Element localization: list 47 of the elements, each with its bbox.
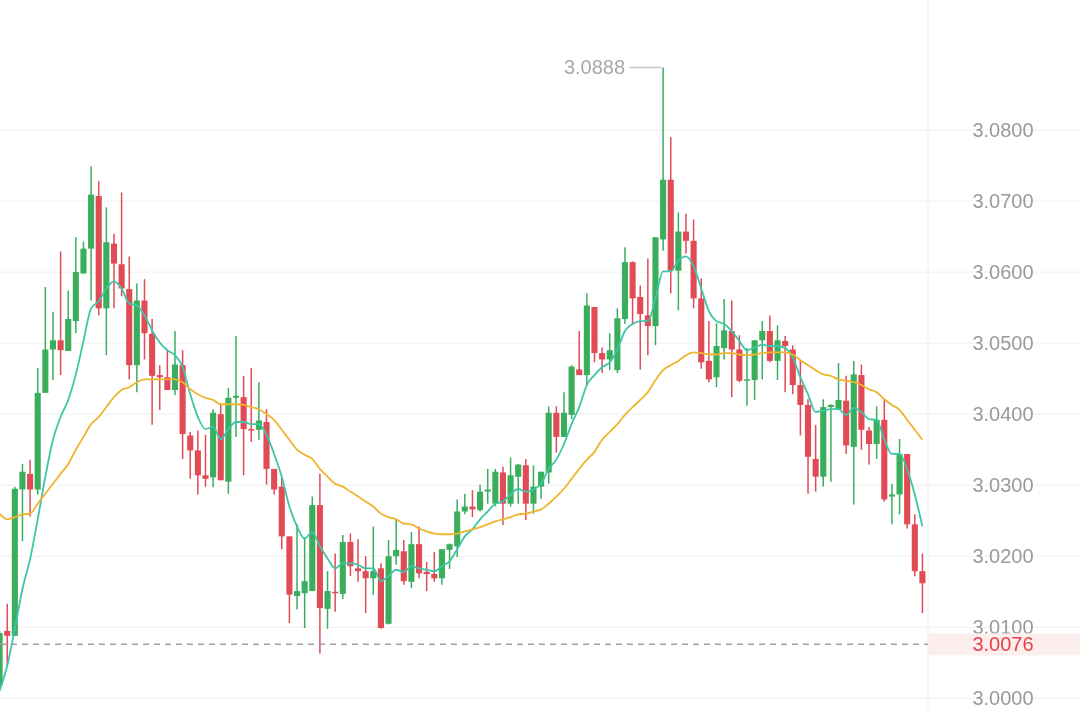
candlestick (49, 311, 57, 381)
candlestick (599, 346, 606, 374)
candlestick (888, 483, 895, 526)
candlestick (461, 492, 468, 516)
candlestick (4, 603, 11, 667)
candlestick (759, 320, 766, 381)
y-tick-label: 3.0600 (972, 261, 1034, 284)
annotation: 3.0888 (563, 56, 626, 79)
candlestick (393, 518, 400, 566)
candlestick (248, 367, 255, 443)
candlestick (530, 464, 537, 515)
candlestick (110, 232, 118, 310)
y-tick-label: 3.0700 (972, 190, 1034, 213)
candlestick (782, 335, 789, 393)
candlestick (423, 561, 430, 592)
candlestick (812, 424, 819, 493)
candlestick (797, 359, 804, 437)
candlestick (27, 458, 34, 518)
candlestick (431, 551, 438, 583)
candlestick (919, 552, 926, 614)
candlestick (271, 468, 278, 496)
candlestick (705, 320, 712, 383)
candlestick (156, 364, 163, 411)
candlestick (865, 426, 873, 466)
candlestick (232, 335, 240, 438)
candlestick (362, 555, 369, 614)
y-tick-label: 3.0400 (972, 403, 1034, 426)
candlestick (354, 538, 362, 583)
y-tick-label: 3.0200 (972, 545, 1034, 568)
candlestick (576, 330, 583, 376)
candlestick (202, 434, 209, 488)
line-series (0, 255, 924, 692)
candlestick (187, 431, 194, 480)
candlestick (743, 347, 751, 407)
candlestick (293, 523, 301, 611)
candlestick (324, 570, 331, 630)
candlestick (477, 483, 484, 513)
y-tick-label: 3.0800 (972, 119, 1034, 142)
y-tick-label: 3.0500 (972, 332, 1034, 355)
candlestick (57, 250, 64, 376)
candlestick (370, 525, 377, 596)
candlestick (682, 213, 690, 255)
y-tick-label: 3.0000 (972, 687, 1034, 709)
y-tick-label: 3.0300 (972, 474, 1034, 497)
candlestick (19, 463, 26, 543)
ref-line-label: 3.0076 (972, 633, 1034, 656)
candlestick (728, 299, 735, 398)
